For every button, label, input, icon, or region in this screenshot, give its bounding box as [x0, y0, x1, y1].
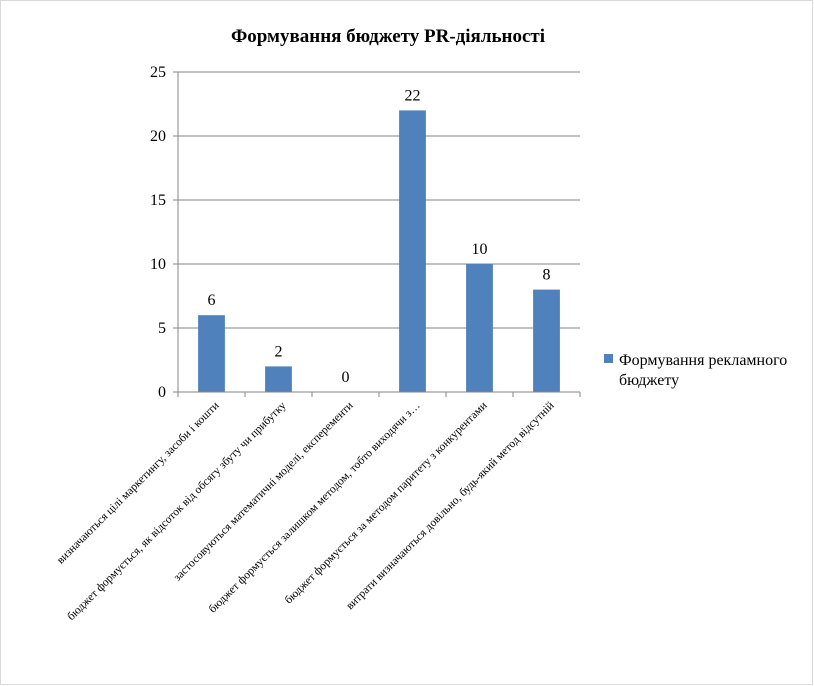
data-label: 6 [208, 292, 216, 309]
bar [466, 264, 493, 392]
axes [173, 72, 581, 397]
data-label: 2 [275, 343, 283, 360]
y-tick-label: 15 [150, 192, 166, 209]
y-tick-label: 20 [150, 128, 166, 145]
data-label: 22 [405, 87, 421, 104]
bar [533, 289, 560, 392]
chart-title: Формування бюджету PR-діяльності [231, 26, 545, 47]
bars [198, 110, 560, 393]
gridlines [178, 71, 580, 329]
y-tick-label: 25 [150, 64, 166, 81]
y-tick-label: 0 [158, 384, 166, 401]
data-label: 0 [342, 369, 350, 386]
data-label: 10 [472, 241, 488, 258]
bar [198, 315, 225, 392]
y-tick-label: 10 [150, 256, 166, 273]
legend-label-line-2: бюджету [619, 372, 679, 389]
y-tick-label: 5 [158, 320, 166, 337]
legend-label-line-1: Формування рекламного [619, 352, 787, 369]
bar [399, 110, 426, 393]
legend: Формування рекламного бюджету [604, 352, 787, 389]
y-axis-ticks: 0 5 10 15 20 25 [150, 64, 178, 401]
bar [265, 366, 292, 392]
legend-swatch [604, 354, 613, 363]
data-label: 8 [543, 267, 551, 284]
data-labels: 6 2 0 22 10 8 [208, 87, 551, 386]
